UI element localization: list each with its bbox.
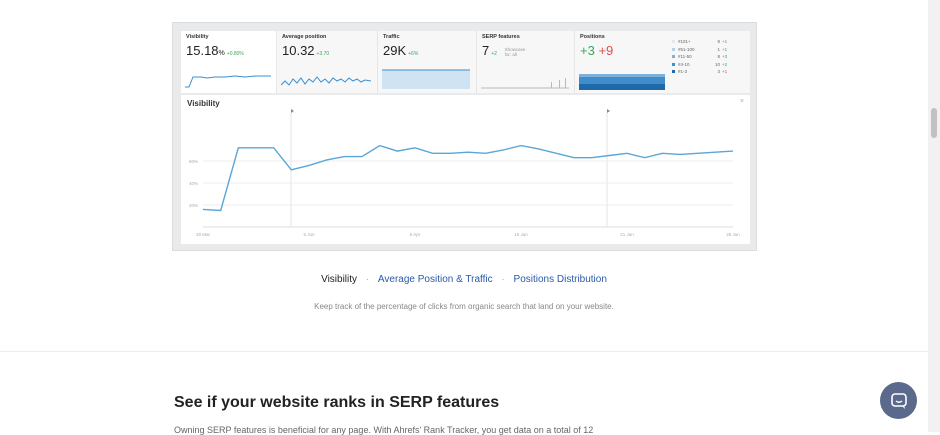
- avg-position-sparkline: [281, 76, 371, 86]
- legend-row: #11-50 8 +3: [672, 53, 727, 61]
- visibility-chart: 60% 40% 20% 29 Mar 5 Jun 5 Apr 15 Jun 21 Jun 28 …: [189, 109, 740, 237]
- metric-traffic[interactable]: Traffic 29K +6%: [378, 31, 477, 93]
- legend-swatch: [672, 70, 675, 74]
- serp-note: for: all: [504, 51, 517, 57]
- y-tick-label: 40%: [189, 181, 198, 186]
- section-divider: [0, 351, 928, 352]
- close-icon[interactable]: ×: [739, 98, 744, 105]
- metric-change: +6%: [408, 51, 419, 57]
- tab-visibility[interactable]: Visibility: [321, 274, 358, 285]
- chart-tabs: Visibility · Average Position & Traffic …: [0, 274, 928, 285]
- metric-visibility[interactable]: Visibility 15.18% +0.80%: [181, 31, 277, 93]
- chat-button[interactable]: [880, 382, 917, 419]
- positions-legend: #101+ 8 +1 #51-100 1 +1 #11-50 8 +3 #4-10 10 +2 …: [672, 38, 727, 90]
- metric-label: Traffic: [383, 34, 400, 40]
- visibility-series-line: [202, 144, 734, 212]
- legend-swatch: [672, 62, 675, 66]
- metric-change: +3.70: [316, 51, 330, 57]
- positions-down: +9: [598, 43, 614, 58]
- tab-separator: ·: [501, 274, 505, 285]
- metric-change: +0.80%: [226, 51, 244, 57]
- legend-row: #51-100 1 +1: [672, 46, 727, 54]
- metric-label: Visibility: [186, 34, 209, 40]
- chart-title: Visibility: [187, 99, 220, 108]
- rank-tracker-screenshot: Visibility 15.18% +0.80% Average position…: [172, 22, 757, 251]
- metric-serp-features[interactable]: SERP features 7 +2 Showcase for: all: [477, 31, 575, 93]
- metrics-bar: Visibility 15.18% +0.80% Average position…: [181, 31, 750, 93]
- legend-row: #101+ 8 +1: [672, 38, 727, 46]
- annotation-flag-icon: [607, 109, 610, 113]
- metric-value: 10.32: [282, 43, 315, 58]
- metric-average-position[interactable]: Average position 10.32 +3.70: [277, 31, 378, 93]
- positions-up: +3: [580, 43, 595, 58]
- positions-bars: [579, 74, 665, 90]
- tab-separator: ·: [365, 274, 370, 285]
- metric-value: 15.18: [186, 43, 219, 58]
- section-heading: See if your website ranks in SERP featur…: [174, 394, 500, 411]
- legend-swatch: [672, 47, 675, 51]
- y-tick-label: 60%: [189, 159, 198, 164]
- metric-label: Positions: [580, 34, 605, 40]
- metric-label: Average position: [282, 34, 327, 40]
- traffic-sparkline: [382, 69, 470, 89]
- annotation-flag-icon: [291, 109, 294, 113]
- x-tick-label: 28 Jun: [726, 232, 740, 237]
- y-tick-label: 20%: [189, 203, 198, 208]
- serp-sparkline: [481, 78, 569, 89]
- scrollbar[interactable]: [928, 0, 940, 432]
- metric-change: +2: [491, 51, 497, 57]
- legend-swatch: [672, 55, 675, 59]
- legend-row: #4-10 10 +2: [672, 61, 727, 69]
- metric-value: 29K: [383, 43, 407, 58]
- visibility-sparkline: [185, 75, 271, 88]
- serp-note: Showcase: [504, 46, 526, 52]
- x-tick-label: 15 Jun: [514, 232, 528, 237]
- section-body: Owning SERP features is beneficial for a…: [174, 425, 594, 435]
- x-tick-label: 5 Jun: [303, 232, 315, 237]
- x-tick-label: 21 Jun: [620, 232, 634, 237]
- legend-swatch: [672, 40, 675, 44]
- metric-value: 7: [482, 43, 490, 58]
- chat-icon: [890, 392, 907, 409]
- x-tick-label: 5 Apr: [410, 232, 421, 237]
- legend-row: #1-3 3 +1: [672, 68, 727, 76]
- metric-unit: %: [218, 50, 225, 57]
- chart-caption: Keep track of the percentage of clicks f…: [314, 302, 614, 311]
- tab-average-position-traffic[interactable]: Average Position & Traffic: [377, 274, 493, 285]
- visibility-chart-panel: Visibility × 60% 40% 20% 29 Mar 5 Jun 5 Apr 15…: [181, 95, 750, 244]
- tab-positions-distribution[interactable]: Positions Distribution: [513, 274, 607, 285]
- x-tick-label: 29 Mar: [196, 232, 211, 237]
- scroll-thumb[interactable]: [931, 108, 937, 138]
- metric-label: SERP features: [482, 34, 520, 40]
- metric-positions[interactable]: Positions +3 +9 #101+ 8 +1 #51-100 1 +1 #11-…: [575, 31, 750, 93]
